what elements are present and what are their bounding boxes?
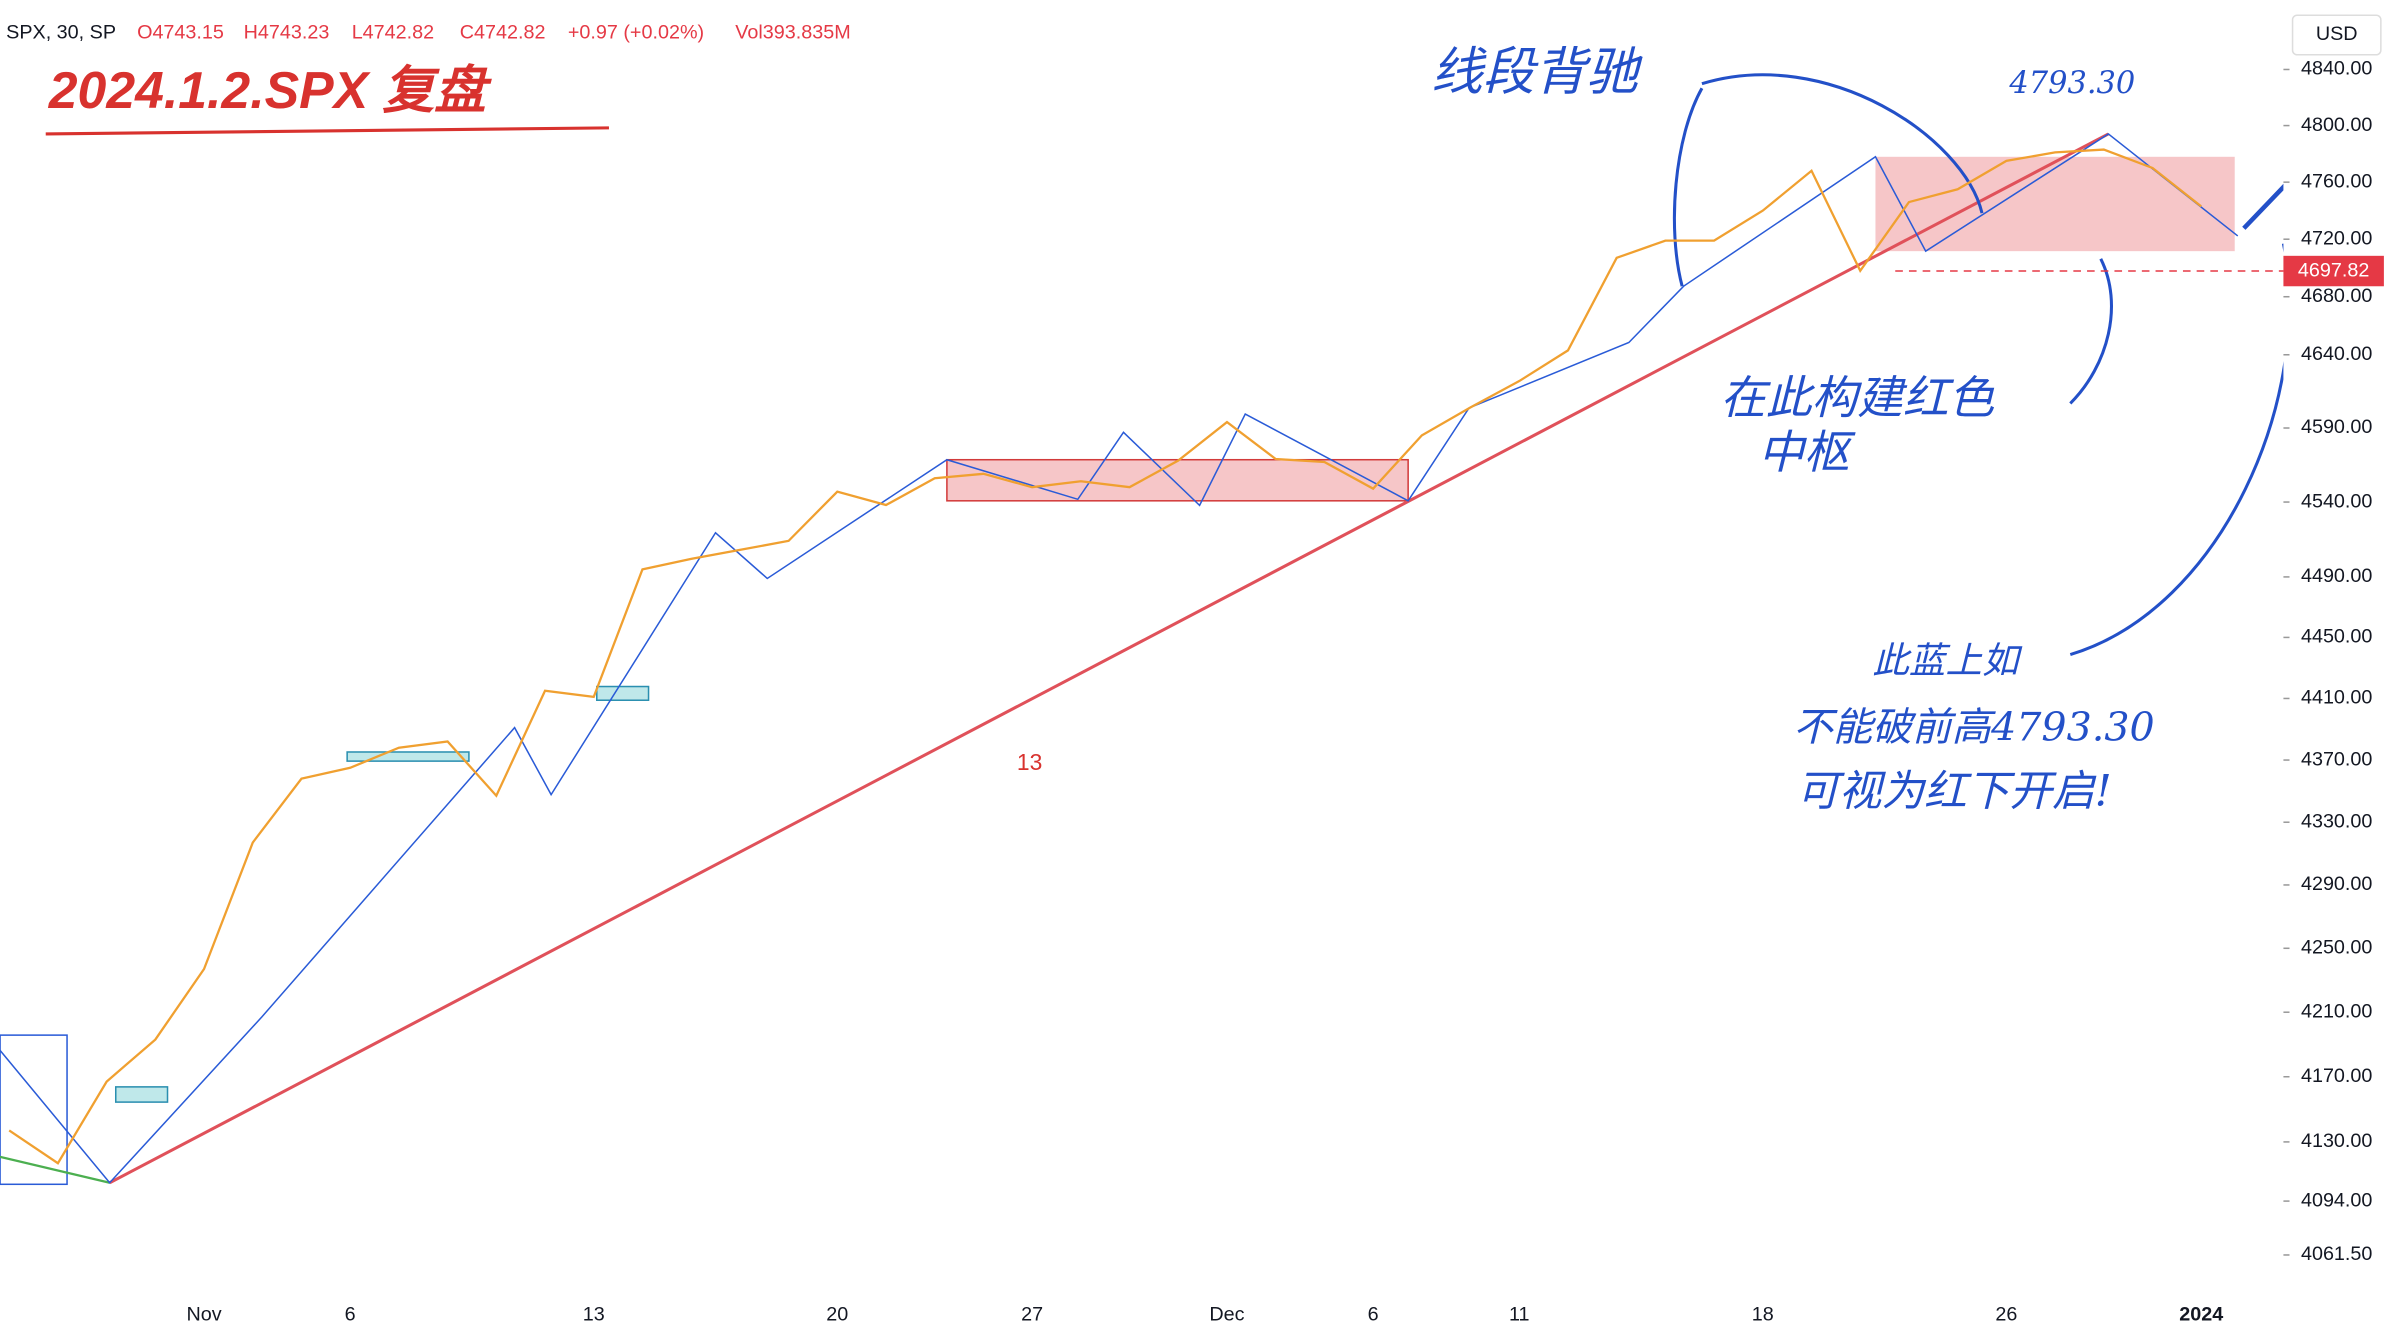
x-tick-label: 6	[345, 1303, 356, 1325]
x-tick-label: Nov	[186, 1303, 221, 1325]
y-tick-label: 4450.00	[2301, 626, 2372, 648]
y-tick-label: 4330.00	[2301, 810, 2372, 832]
annotation: 此蓝上如	[1872, 639, 2023, 682]
x-tick-label: 13	[583, 1303, 605, 1325]
trend-line	[108, 132, 2110, 1185]
x-tick-label: 11	[1509, 1303, 1530, 1325]
y-tick-label: 4250.00	[2301, 937, 2372, 959]
pivot-box	[346, 751, 470, 762]
annotation: 13	[1017, 749, 1042, 775]
x-tick-label: 6	[1368, 1303, 1379, 1325]
price-label: 4697.82	[2298, 259, 2369, 281]
annotation: 可视为红下开启!	[1796, 767, 2111, 817]
x-tick-label: 27	[1021, 1303, 1043, 1325]
change: +0.97 (+0.02%)	[568, 22, 704, 44]
x-tick-label: 18	[1752, 1303, 1774, 1325]
y-tick-label: 4061.50	[2301, 1243, 2372, 1265]
pivot-box	[1875, 156, 2235, 252]
y-tick-label: 4210.00	[2301, 1000, 2372, 1022]
y-tick-label: 4720.00	[2301, 227, 2372, 249]
price-axis	[2283, 0, 2387, 1335]
y-tick-label: 4130.00	[2301, 1130, 2372, 1152]
currency-box	[2291, 14, 2382, 56]
x-tick-label: 2024	[2179, 1303, 2223, 1325]
ohlc: O4743.15	[137, 22, 224, 44]
annotation: 4793.30	[2008, 66, 2135, 101]
y-tick-label: 4410.00	[2301, 687, 2372, 709]
chart-title: 2024.1.2.SPX 复盘	[48, 61, 492, 119]
pivot-box	[0, 1034, 68, 1186]
x-tick-label: Dec	[1209, 1303, 1244, 1325]
pivot-box	[596, 685, 650, 701]
y-tick-label: 4840.00	[2301, 58, 2372, 80]
x-tick-label: 20	[826, 1303, 848, 1325]
y-tick-label: 4170.00	[2301, 1065, 2372, 1087]
arrow	[2069, 258, 2113, 405]
title-underline	[45, 126, 609, 136]
ohlc: L4742.82	[352, 22, 434, 44]
ohlc: H4743.23	[244, 22, 330, 44]
y-tick-label: 4290.00	[2301, 873, 2372, 895]
volume: Vol393.835M	[735, 22, 850, 44]
y-tick-label: 4490.00	[2301, 565, 2372, 587]
y-tick-label: 4370.00	[2301, 748, 2372, 770]
price-line-series	[8, 148, 2202, 1165]
y-tick-label: 4094.00	[2301, 1189, 2372, 1211]
y-tick-label: 4640.00	[2301, 343, 2372, 365]
ohlc: C4742.82	[460, 22, 546, 44]
symbol: SPX, 30, SP	[6, 22, 116, 44]
arrow	[2069, 243, 2291, 657]
y-tick-label: 4540.00	[2301, 490, 2372, 512]
annotation: 中枢	[1758, 426, 1856, 479]
header: SPX, 30, SP O4743.15 H4743.23 L4742.82 C…	[6, 22, 851, 44]
annotation: 在此构建红色	[1720, 371, 1994, 424]
trend-line	[0, 1155, 110, 1184]
annotation: 不能破前高4793.30	[1793, 705, 2154, 751]
currency: USD	[2316, 23, 2358, 45]
price-label-box	[2283, 255, 2384, 287]
y-tick-label: 4590.00	[2301, 416, 2372, 438]
pivot-box	[114, 1086, 169, 1103]
y-tick-label: 4680.00	[2301, 285, 2372, 307]
y-tick-label: 4760.00	[2301, 170, 2372, 192]
x-tick-label: 26	[1995, 1303, 2017, 1325]
annotation: 线段背驰	[1431, 43, 1643, 103]
y-tick-label: 4800.00	[2301, 114, 2372, 136]
